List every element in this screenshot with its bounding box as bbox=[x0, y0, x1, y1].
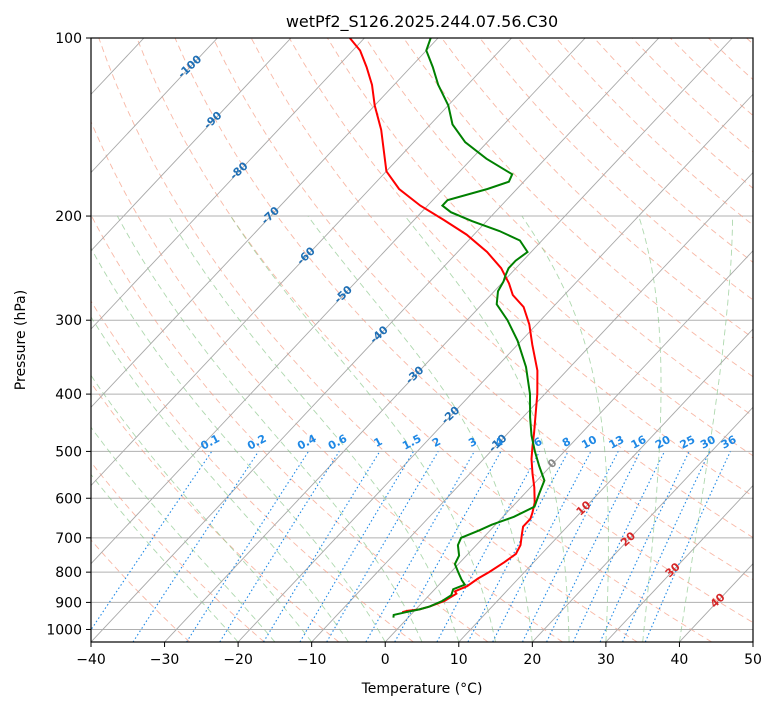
isotherm-line bbox=[531, 406, 753, 642]
dry-adiabat bbox=[98, 38, 638, 642]
isotherm-line bbox=[91, 38, 218, 174]
x-tick-label: −30 bbox=[150, 652, 180, 668]
moist-adiabat bbox=[404, 215, 570, 642]
isotherm-line bbox=[91, 38, 512, 487]
moist-adiabat bbox=[678, 215, 734, 642]
mixing-ratio-label: 10 bbox=[579, 433, 599, 452]
isotherms bbox=[91, 38, 753, 642]
moist-adiabat bbox=[117, 215, 423, 642]
x-tick-label: 0 bbox=[381, 652, 390, 668]
mixing-ratio-label: 25 bbox=[678, 433, 698, 452]
y-tick-label: 700 bbox=[55, 531, 82, 547]
profile-series bbox=[349, 38, 546, 618]
mixing-ratio-label: 13 bbox=[607, 433, 627, 452]
x-axis-label: Temperature (°C) bbox=[361, 681, 483, 697]
mixing-ratio-line bbox=[91, 451, 213, 631]
mixing-ratio-line bbox=[365, 451, 475, 642]
y-tick-label: 300 bbox=[55, 313, 82, 329]
isotherm-line bbox=[91, 38, 660, 642]
temperature-profile-line bbox=[349, 38, 539, 614]
chart-title: wetPf2_S126.2025.244.07.56.C30 bbox=[286, 12, 558, 32]
y-tick-label: 800 bbox=[55, 565, 82, 581]
y-tick-label: 500 bbox=[55, 444, 82, 460]
y-tick-label: 100 bbox=[55, 31, 82, 47]
isotherm-line bbox=[91, 38, 439, 408]
mixing-ratio-line bbox=[263, 451, 381, 642]
mixing-ratio-line bbox=[132, 451, 259, 642]
x-tick-label: 40 bbox=[671, 652, 689, 668]
x-tick-label: 30 bbox=[597, 652, 615, 668]
isotherm-line bbox=[91, 38, 292, 252]
mixing-ratio-label: 30 bbox=[698, 433, 718, 452]
mixing-ratio-label: 36 bbox=[719, 433, 739, 452]
plot-frame bbox=[90, 37, 754, 643]
isotherm-line bbox=[91, 38, 586, 565]
mixing-ratio-line bbox=[394, 451, 502, 642]
isotherm-line bbox=[384, 250, 753, 642]
mixing-ratio-line bbox=[522, 451, 619, 642]
dry-adiabat bbox=[365, 38, 753, 417]
mixing-ratio-line bbox=[622, 451, 711, 642]
mixing-ratio-label: 20 bbox=[653, 433, 673, 452]
moist-adiabats bbox=[91, 215, 734, 642]
moist-adiabat bbox=[638, 215, 662, 642]
y-tick-label: 600 bbox=[55, 491, 82, 507]
dry-adiabat bbox=[327, 38, 753, 457]
mixing-ratio-labels: 0.1 0.2 0.4 0.6 1 1.5 2 3 4 6 8 10 13 16 20 25 30 36 bbox=[198, 432, 738, 453]
dry-adiabat bbox=[136, 38, 713, 642]
x-tick-label: 50 bbox=[744, 652, 762, 668]
dry-adiabat bbox=[212, 38, 753, 581]
isotherm-line bbox=[458, 328, 753, 642]
y-tick-label: 900 bbox=[55, 595, 82, 611]
moist-adiabat bbox=[91, 473, 239, 642]
x-tick-label: −40 bbox=[76, 652, 106, 668]
y-tick-label: 200 bbox=[55, 209, 82, 225]
moist-adiabat bbox=[230, 215, 497, 642]
y-axis: 1000 900 800 700 600 500 400 300 200 100 bbox=[46, 31, 91, 638]
dry-adiabat bbox=[91, 539, 191, 642]
mixing-ratio-line bbox=[186, 451, 309, 642]
dry-adiabat bbox=[91, 120, 563, 642]
dry-adiabat bbox=[91, 214, 489, 642]
x-axis: −40 −30 −20 −10 0 10 20 30 40 50 bbox=[76, 642, 762, 668]
isotherm-line bbox=[605, 484, 753, 642]
x-tick-label: −10 bbox=[297, 652, 327, 668]
moist-adiabat bbox=[91, 247, 386, 642]
moist-adiabat bbox=[91, 316, 349, 642]
mixing-ratio-line bbox=[436, 451, 541, 642]
dry-adiabat bbox=[288, 38, 753, 497]
isotherm-line bbox=[311, 171, 753, 642]
moist-adiabat bbox=[307, 215, 533, 642]
mixing-ratio-lines bbox=[91, 451, 731, 642]
y-tick-label: 400 bbox=[55, 387, 82, 403]
isotherm-line bbox=[164, 38, 733, 642]
mixing-ratio-line bbox=[644, 451, 731, 642]
dry-adiabat bbox=[174, 38, 753, 624]
isotherm-line bbox=[237, 93, 753, 642]
isotherm-line bbox=[91, 38, 365, 330]
x-tick-label: 20 bbox=[523, 652, 541, 668]
moist-adiabat bbox=[521, 215, 609, 642]
mixing-ratio-label: 16 bbox=[629, 433, 649, 452]
x-tick-label: 10 bbox=[450, 652, 468, 668]
y-tick-label: 1000 bbox=[46, 622, 82, 638]
dry-adiabat bbox=[91, 461, 265, 642]
x-tick-label: −20 bbox=[223, 652, 253, 668]
y-axis-label: Pressure (hPa) bbox=[13, 290, 29, 390]
dewpoint-profile-line bbox=[392, 38, 546, 618]
